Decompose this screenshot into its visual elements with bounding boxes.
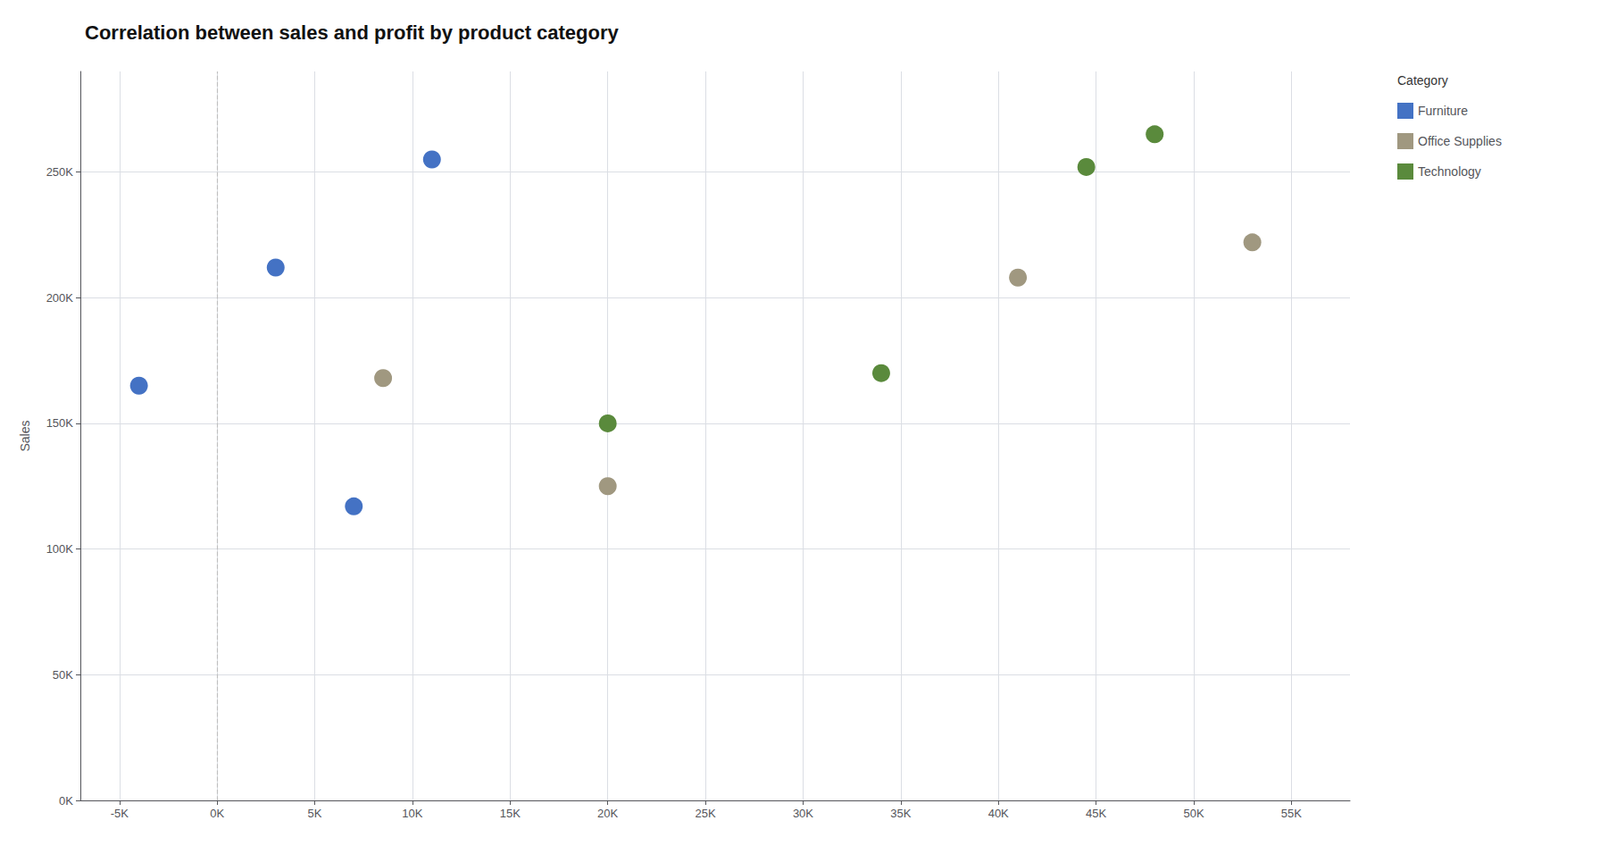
svg-text:25K: 25K [694,806,716,820]
svg-text:35K: 35K [890,806,911,820]
svg-text:10K: 10K [401,806,423,820]
svg-text:30K: 30K [792,806,814,820]
svg-text:55K: 55K [1281,806,1302,820]
svg-text:150K: 150K [46,416,75,430]
svg-text:Technology: Technology [1417,164,1482,179]
svg-text:100K: 100K [46,541,75,556]
svg-text:Correlation between sales and: Correlation between sales and profit by … [84,21,620,44]
svg-text:15K: 15K [500,806,521,820]
svg-text:Category: Category [1397,73,1449,88]
svg-text:200K: 200K [46,291,75,305]
svg-text:50K: 50K [1183,806,1204,820]
svg-text:-5K: -5K [110,806,130,820]
svg-text:250K: 250K [46,165,75,179]
svg-text:Sales: Sales [17,419,33,451]
svg-text:40K: 40K [988,806,1009,820]
svg-text:20K: 20K [597,806,618,820]
svg-text:0K: 0K [58,793,74,808]
svg-text:Office Supplies: Office Supplies [1417,133,1502,149]
svg-text:Furniture: Furniture [1417,103,1468,118]
svg-text:5K: 5K [308,806,323,820]
svg-text:45K: 45K [1085,806,1107,820]
svg-text:0K: 0K [209,806,225,820]
svg-text:50K: 50K [52,667,74,682]
